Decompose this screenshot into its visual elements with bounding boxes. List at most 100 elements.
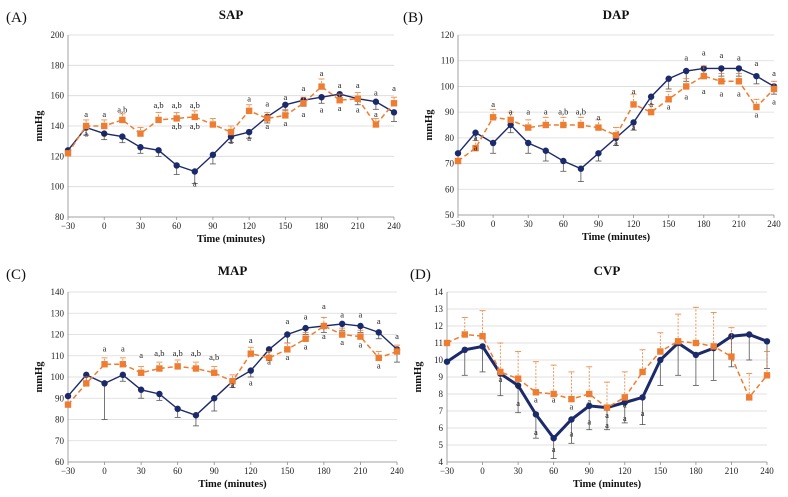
annotation-label: a,b <box>209 352 219 362</box>
panel-label: (A) <box>6 10 27 26</box>
x-tick-label: 150 <box>281 466 295 476</box>
annotation-label: a <box>285 352 289 362</box>
x-tick-label: 30 <box>524 219 534 229</box>
y-tick-label: 80 <box>55 415 65 425</box>
data-point <box>156 365 163 372</box>
annotation-label: a <box>684 91 688 101</box>
data-point <box>282 112 289 119</box>
annotation-label: a <box>193 179 197 189</box>
data-point <box>728 333 735 340</box>
data-point <box>318 83 325 90</box>
x-tick-label: 180 <box>697 219 711 229</box>
data-point <box>746 394 753 401</box>
data-point <box>746 331 753 338</box>
data-point <box>525 139 532 147</box>
annotation-label: a,b <box>190 121 200 131</box>
data-point <box>137 144 144 151</box>
series-2 <box>64 78 398 157</box>
annotation-label: a <box>267 356 271 366</box>
series-line <box>457 75 775 162</box>
y-tick-label: 90 <box>445 107 455 117</box>
annotation-label: a <box>534 427 538 437</box>
y-tick-label: 90 <box>55 393 65 403</box>
annotation-label: a <box>359 339 363 349</box>
x-tick-label: 90 <box>208 221 218 231</box>
data-point <box>647 93 655 100</box>
y-tick-label: 70 <box>55 436 65 446</box>
annotation-label: a <box>667 102 671 112</box>
data-point <box>700 72 707 80</box>
annotation-label: a <box>359 310 363 320</box>
data-point <box>683 83 690 90</box>
data-point <box>284 331 291 338</box>
y-axis-label: mmHg <box>424 109 435 141</box>
annotation-label: a <box>265 98 269 108</box>
data-point <box>227 128 235 136</box>
x-tick-label: 30 <box>137 466 147 476</box>
y-tick-label: 60 <box>55 457 65 467</box>
annotation-label: a <box>356 104 360 114</box>
data-point <box>338 331 346 338</box>
data-point <box>735 65 743 72</box>
annotation-label: a <box>534 395 538 405</box>
data-point <box>542 147 549 154</box>
data-point <box>83 371 90 379</box>
annotation-label: a <box>498 374 502 384</box>
annotation-label: a <box>283 118 287 128</box>
data-point <box>320 322 328 330</box>
y-tick-label: 180 <box>51 60 65 70</box>
y-tick-label: 14 <box>434 287 444 297</box>
annotation-label: a <box>304 341 308 351</box>
annotation-label: a <box>605 420 609 430</box>
data-point <box>507 116 514 124</box>
data-point <box>302 324 309 332</box>
annotation-label: a <box>302 109 306 119</box>
data-point <box>191 113 198 121</box>
annotation-label: a <box>641 408 645 418</box>
data-point <box>710 343 717 350</box>
data-point <box>245 107 253 115</box>
data-point <box>550 390 557 398</box>
chart-title: MAP <box>218 263 248 278</box>
y-tick-label: 200 <box>51 30 65 40</box>
annotation-label: a <box>623 400 627 410</box>
data-point <box>472 129 479 136</box>
data-point <box>735 78 743 85</box>
data-point <box>265 354 273 362</box>
x-tick-label: 60 <box>549 466 559 476</box>
annotation-label: a <box>302 83 306 93</box>
y-tick-label: 120 <box>51 151 65 161</box>
y-tick-label: 10 <box>434 355 444 365</box>
annotation-label: a,b <box>558 107 568 117</box>
y-tick-label: 50 <box>445 210 455 220</box>
panel-dap: (B) DAP 50 60 70 80 90 100 110 120 −30 0 30 60 90 120 15… <box>403 7 781 243</box>
annotation-label: a,b <box>576 107 586 117</box>
data-point <box>479 343 486 350</box>
x-tick-label: 180 <box>689 466 703 476</box>
x-tick-label: 150 <box>654 466 668 476</box>
annotation-label: a <box>597 112 601 122</box>
annotation-label: a <box>247 94 251 104</box>
data-point <box>390 109 398 116</box>
data-point <box>621 399 628 406</box>
data-point <box>443 358 451 365</box>
data-point <box>119 133 126 140</box>
annotation-label: a <box>544 107 548 117</box>
y-axis-label: mmHg <box>34 110 45 142</box>
chart-title: DAP <box>603 7 630 22</box>
data-point <box>357 322 364 330</box>
data-point <box>336 97 343 104</box>
data-point <box>577 121 585 129</box>
data-point <box>542 121 549 129</box>
data-point <box>657 348 664 355</box>
data-point <box>595 150 602 157</box>
data-point <box>763 338 771 345</box>
y-tick-label: 8 <box>439 389 444 399</box>
annotation-label: a <box>684 53 688 63</box>
y-tick-label: 5 <box>439 440 444 450</box>
annotation-label: a <box>702 48 706 58</box>
annotation-label: a <box>516 381 520 391</box>
annotation-label: a <box>395 331 399 341</box>
panel-label: (D) <box>410 267 431 283</box>
annotation-label: a <box>322 331 326 341</box>
